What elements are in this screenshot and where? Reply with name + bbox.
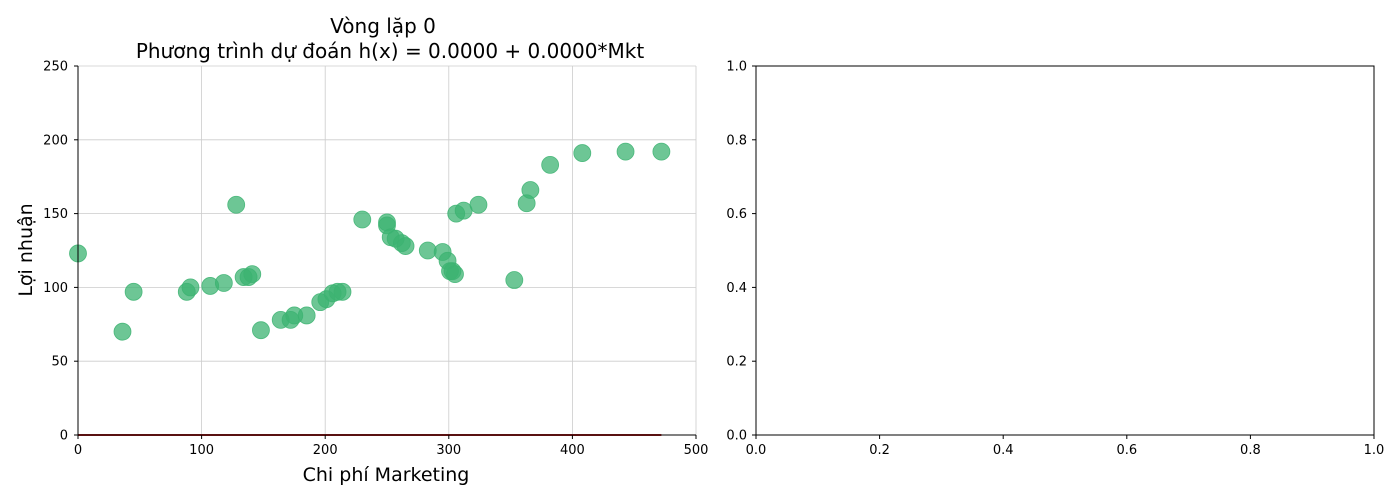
right-y-tick-label: 0.4 (726, 281, 747, 296)
y-tick-label: 200 (43, 133, 68, 148)
data-point (297, 306, 316, 325)
right-y-tick-label: 0.8 (726, 133, 747, 148)
data-point (505, 271, 524, 289)
y-tick-label: 150 (43, 207, 68, 222)
x-tick-label: 500 (684, 443, 709, 458)
right-chart: 0.0 0.2 0.4 0.6 0.8 1.0 0.0 0.2 0.4 0.6 0.8 1.0 (726, 60, 1384, 459)
right-y-tick-label: 0.6 (726, 207, 747, 222)
data-point (652, 142, 671, 161)
right-x-tick-label: 0.0 (746, 443, 767, 458)
data-point (227, 195, 246, 214)
left-grid (78, 65, 697, 435)
x-tick-label: 300 (436, 443, 461, 458)
data-point (181, 278, 200, 297)
data-point (124, 282, 143, 301)
right-y-tick-label: 0.2 (726, 355, 747, 370)
chart-title-line-2: Phương trình dự đoán h(x) = 0.0000 + 0.0… (136, 39, 645, 63)
data-point (469, 195, 488, 214)
data-point (541, 155, 560, 174)
data-point (616, 142, 635, 161)
data-point (252, 321, 270, 340)
data-point (418, 241, 437, 260)
x-axis-label: Chi phí Marketing (303, 464, 470, 486)
right-y-tick-label: 0.0 (726, 429, 747, 444)
right-x-tick-label: 0.4 (993, 443, 1014, 458)
data-point (113, 322, 132, 341)
x-tick-label: 0 (74, 443, 82, 458)
x-tick-label: 200 (313, 443, 338, 458)
right-x-tick-label: 0.6 (1116, 443, 1137, 458)
left-chart: Vòng lặp 0 Phương trình dự đoán h(x) = 0… (15, 14, 708, 486)
x-tick-label: 100 (189, 443, 214, 458)
left-ticks: 0 100 200 300 400 500 0 50 100 150 200 250 (43, 60, 708, 459)
data-point (214, 274, 233, 292)
right-x-tick-label: 1.0 (1364, 443, 1385, 458)
right-axes-frame (755, 65, 1375, 436)
data-point (396, 237, 415, 255)
data-point (353, 210, 372, 229)
y-tick-label: 100 (43, 281, 68, 296)
data-point (573, 144, 592, 162)
data-point (446, 265, 464, 284)
y-tick-label: 50 (51, 355, 68, 370)
x-tick-label: 400 (560, 443, 585, 458)
right-ticks: 0.0 0.2 0.4 0.6 0.8 1.0 0.0 0.2 0.4 0.6 0.8 1.0 (726, 60, 1384, 459)
y-tick-label: 0 (60, 429, 68, 444)
y-tick-label: 250 (43, 60, 68, 75)
right-x-tick-label: 0.8 (1240, 443, 1261, 458)
chart-title-line-1: Vòng lặp 0 (330, 14, 436, 38)
left-points (69, 142, 671, 341)
data-point (521, 181, 540, 199)
right-x-tick-label: 0.2 (869, 443, 890, 458)
data-point (333, 282, 352, 301)
y-axis-label: Lợi nhuận (15, 203, 37, 296)
right-y-tick-label: 1.0 (726, 60, 747, 75)
data-point (243, 265, 262, 284)
